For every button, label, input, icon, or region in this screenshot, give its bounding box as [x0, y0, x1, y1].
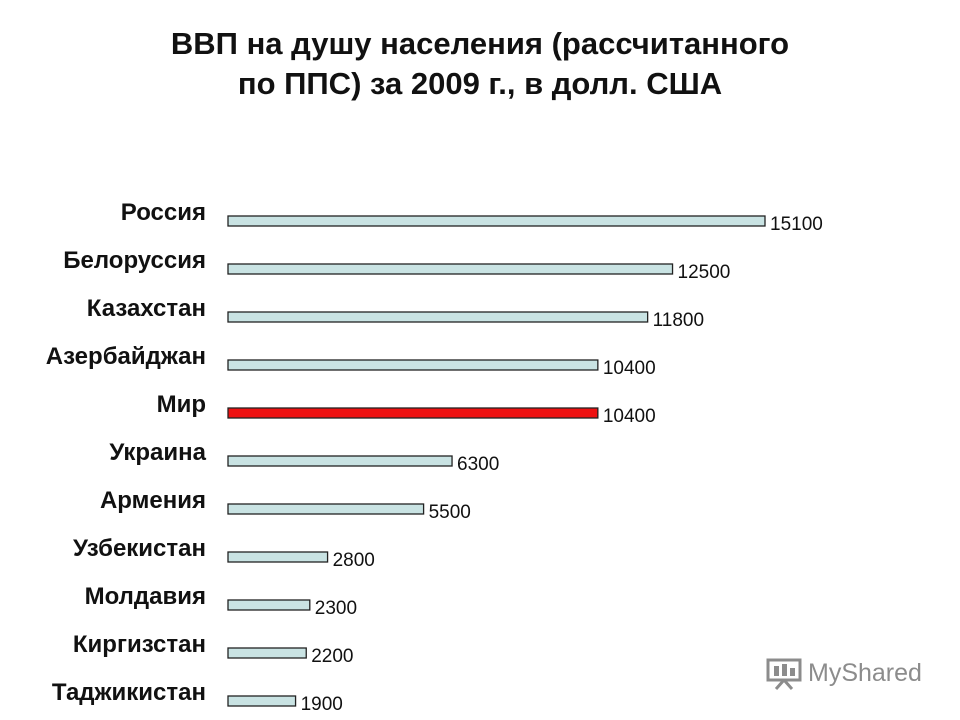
category-label: Узбекистан [73, 535, 206, 562]
value-label: 10400 [603, 406, 656, 427]
value-label: 2300 [315, 598, 357, 619]
value-label: 2200 [311, 646, 353, 667]
value-label: 2800 [333, 550, 375, 571]
bar-item-10 [227, 695, 297, 707]
title-line-2: по ППС) за 2009 г., в долл. США [237, 66, 723, 101]
category-label: Молдавия [85, 583, 206, 610]
bar-item-2 [227, 311, 649, 323]
value-label: 6300 [457, 454, 499, 475]
value-labels-group: 15100 12500 11800 10400 10400 6300 5500 2800 230… [301, 214, 823, 715]
value-label: 15100 [770, 214, 823, 235]
bar-item-9 [227, 647, 307, 659]
bar-item-1 [227, 263, 674, 275]
watermark-text: MyShared [808, 659, 922, 687]
title-line-1: ВВП на душу населения (рассчитанного [170, 26, 790, 61]
bars-group [227, 215, 766, 707]
category-label: Казахстан [87, 295, 206, 322]
category-label: Белоруссия [63, 247, 206, 274]
category-label: Киргизстан [73, 631, 206, 658]
category-label: Мир [157, 391, 206, 418]
bar-item-3 [227, 359, 599, 371]
chart-title: ВВП на душу населения (рассчитанного по … [0, 24, 960, 104]
bar-item-6 [227, 503, 425, 515]
category-labels-group: Россия Белоруссия Казахстан Азербайджан Мир У… [46, 199, 207, 706]
category-label: Армения [100, 487, 206, 514]
bar-item-4 [227, 407, 599, 419]
category-label: Россия [121, 199, 206, 226]
category-label: Таджикистан [52, 679, 206, 706]
bar-item-8 [227, 599, 311, 611]
value-label: 10400 [603, 358, 656, 379]
category-label: Азербайджан [46, 343, 206, 370]
category-label: Украина [109, 439, 206, 466]
value-label: 12500 [678, 262, 731, 283]
bar-item-5 [227, 455, 453, 467]
bar-item-0 [227, 215, 766, 227]
bar-item-7 [227, 551, 329, 563]
value-label: 1900 [301, 694, 343, 715]
value-label: 5500 [429, 502, 471, 523]
value-label: 11800 [653, 310, 704, 331]
presentation-board-icon [766, 658, 802, 690]
watermark: MyShared [766, 654, 936, 694]
